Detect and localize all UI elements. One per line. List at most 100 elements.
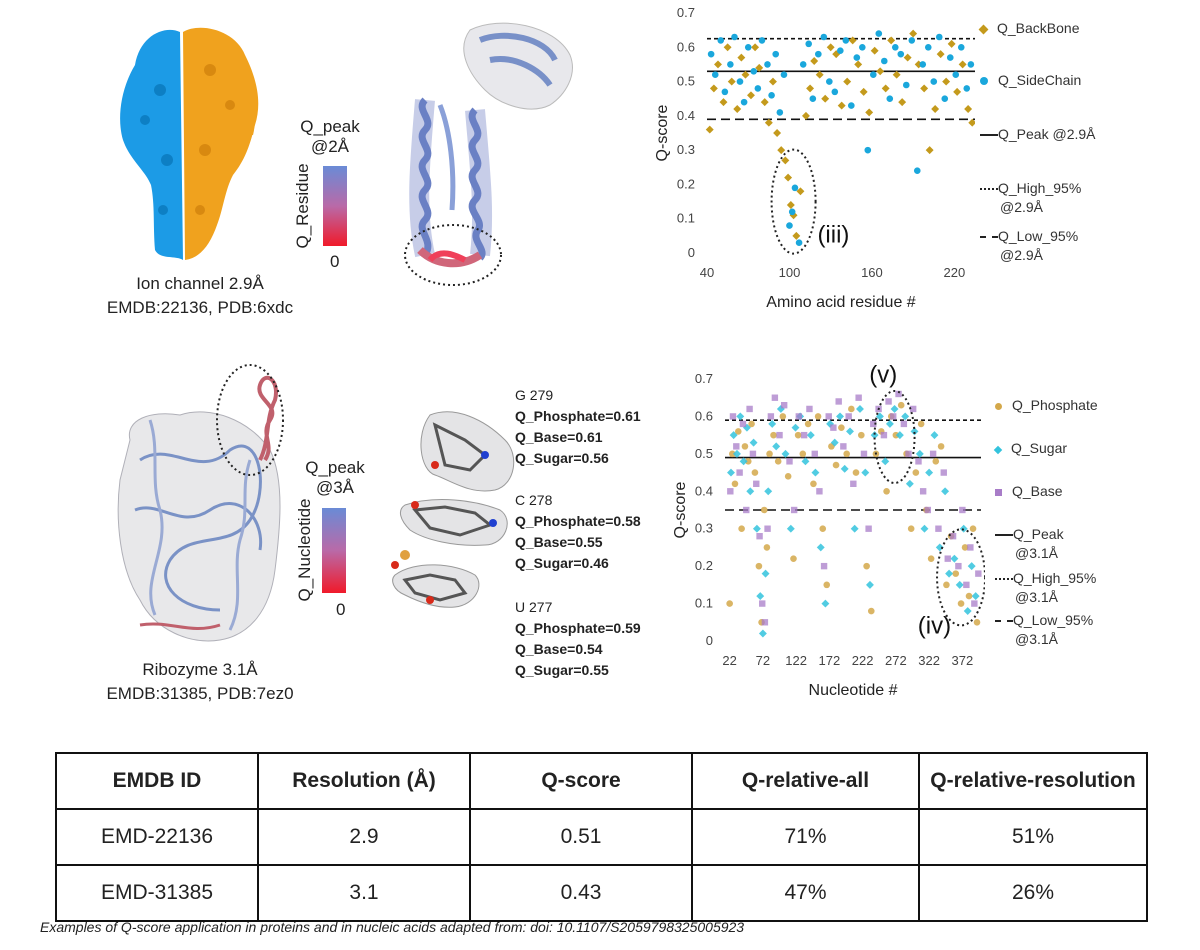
- data-point: [837, 47, 844, 55]
- y-tick-label: 0.4: [695, 483, 713, 498]
- data-point: [832, 461, 840, 469]
- data-point: [920, 84, 929, 93]
- table-cell: 51%: [918, 808, 1148, 866]
- data-point: [756, 533, 763, 540]
- dashed-line-icon: [980, 236, 998, 239]
- data-point: [729, 450, 736, 458]
- chart2-legend-peak-res: @3.1Å: [1015, 545, 1059, 561]
- dashed-line-icon: [995, 620, 1013, 623]
- data-point: [946, 54, 954, 61]
- data-point: [908, 37, 916, 44]
- data-point: [901, 412, 910, 421]
- data-point: [734, 428, 742, 435]
- data-point: [786, 201, 795, 209]
- data-point: [717, 37, 725, 44]
- table-cell: 71%: [691, 808, 920, 866]
- y-tick-label: 0.2: [695, 558, 713, 573]
- data-point: [739, 457, 748, 466]
- data-point: [738, 525, 745, 533]
- diamond-marker-icon: [978, 24, 989, 35]
- data-point: [959, 506, 966, 514]
- data-point: [727, 468, 735, 477]
- data-point: [924, 506, 932, 514]
- data-point: [870, 46, 879, 55]
- data-point: [748, 420, 755, 428]
- data-point: [810, 480, 817, 488]
- circle-marker-icon: [995, 403, 1002, 410]
- data-point: [924, 43, 932, 51]
- nucleotide-phosphate: Q_Phosphate=0.59: [515, 620, 641, 636]
- data-point: [958, 60, 967, 69]
- data-point: [776, 109, 784, 116]
- data-point: [736, 78, 744, 85]
- table-row: EMD-22136 2.9 0.51 71% 51%: [55, 808, 1148, 866]
- data-point: [963, 607, 972, 616]
- data-point: [806, 405, 813, 413]
- data-point: [773, 129, 782, 137]
- data-point: [781, 449, 790, 458]
- data-point: [964, 105, 973, 113]
- nucleotide-phosphate: Q_Phosphate=0.61: [515, 408, 641, 424]
- data-point: [746, 487, 755, 496]
- data-point: [953, 87, 962, 96]
- data-point: [963, 85, 971, 92]
- chart-amino-acid-qscore: 0 0.1 0.2 0.3 0.4 0.5 0.6 0.7 40 100 160 220 Q-score…: [654, 5, 975, 311]
- data-point: [875, 30, 883, 37]
- annotation-label: (iv): [918, 613, 951, 640]
- data-point: [794, 431, 802, 439]
- data-point: [750, 67, 758, 75]
- data-point: [865, 525, 872, 532]
- nucleotide-base: Q_Base=0.54: [515, 641, 603, 657]
- data-point: [763, 544, 771, 551]
- annotation-ellipse: [770, 148, 817, 255]
- data-point: [915, 449, 924, 458]
- table-header-row: EMDB ID Resolution (Å) Q-score Q-relativ…: [55, 752, 1148, 810]
- chart1-legend-low: Q_Low_95%: [980, 228, 1078, 244]
- data-point: [743, 506, 750, 514]
- data-point: [770, 431, 777, 439]
- colorbar-b-title-line1: Q_peak: [305, 458, 365, 477]
- data-point: [935, 525, 942, 532]
- data-point: [957, 43, 965, 51]
- x-tick-label: 100: [779, 265, 801, 280]
- data-point: [821, 599, 830, 608]
- diamond-marker-icon: [993, 445, 1003, 455]
- data-point: [740, 98, 748, 106]
- ion-channel-caption: Ion channel 2.9Å EMDB:22136, PDB:6xdc: [60, 272, 340, 320]
- chart2-legend-phosphate: Q_Phosphate: [995, 397, 1098, 413]
- chart-nucleotide-qscore: 0 0.1 0.2 0.3 0.4 0.5 0.6 0.7 22 72 122 172 222 272 32…: [672, 362, 985, 699]
- table-cell: EMD-31385: [55, 864, 259, 922]
- data-point: [861, 468, 870, 477]
- data-point: [932, 458, 940, 465]
- data-point: [799, 61, 807, 68]
- data-point: [777, 146, 786, 155]
- data-point: [781, 156, 790, 165]
- data-point: [776, 431, 783, 439]
- data-point: [900, 420, 908, 428]
- data-point: [764, 525, 771, 532]
- colorbar-b-title: Q_peak @3Å: [305, 458, 365, 498]
- y-tick-label: 0.2: [677, 176, 695, 191]
- data-point: [707, 50, 715, 58]
- x-tick-label: 40: [700, 265, 714, 280]
- data-point: [936, 50, 945, 59]
- data-point: [865, 108, 874, 117]
- table-cell: 2.9: [257, 808, 471, 866]
- data-point: [842, 37, 850, 44]
- data-point: [760, 506, 768, 514]
- data-point: [963, 581, 970, 589]
- table-cell: 0.43: [469, 864, 693, 922]
- colorbar-a-title: Q_peak @2Å: [300, 117, 360, 157]
- data-point: [826, 43, 835, 52]
- y-tick-label: 0.1: [677, 211, 695, 226]
- data-point: [855, 394, 862, 401]
- data-point: [947, 39, 956, 48]
- data-point: [843, 450, 850, 458]
- data-point: [915, 458, 922, 465]
- data-point: [859, 87, 868, 96]
- data-point: [912, 469, 920, 476]
- data-point: [731, 480, 739, 488]
- data-point: [860, 450, 868, 458]
- data-point: [931, 105, 940, 113]
- protein-ribbon-model: [404, 22, 573, 286]
